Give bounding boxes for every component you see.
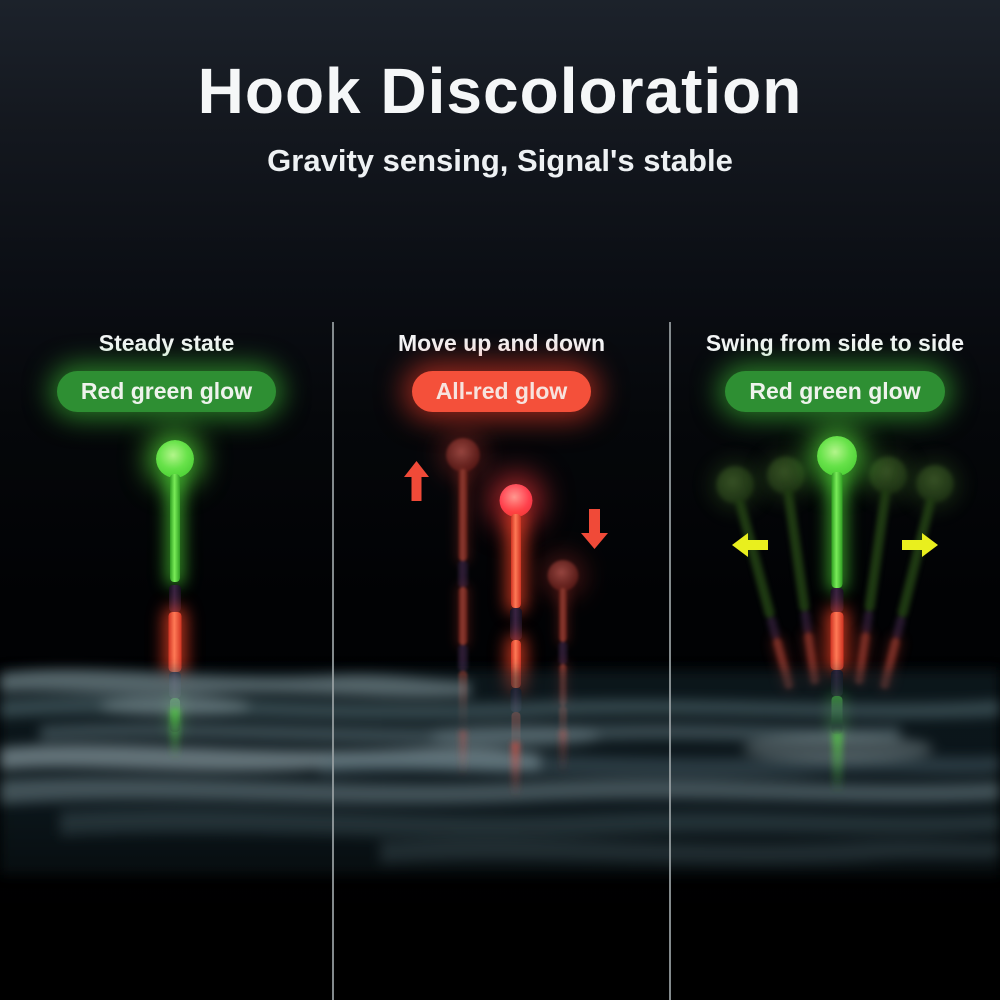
panel-swing-side: Swing from side to side Red green glow (670, 330, 1000, 412)
float-segment (457, 561, 469, 587)
float-ball (156, 440, 194, 478)
panel-label: Steady state (98, 330, 235, 356)
float-ball (547, 560, 579, 591)
float-segment (458, 587, 468, 645)
panel-steady-state: Steady state Red green glow (0, 330, 333, 412)
status-badge: Red green glow (56, 371, 277, 412)
water-waves (0, 669, 1000, 1000)
down-arrow-icon (581, 509, 608, 549)
float-segment (511, 514, 521, 608)
float-segment (168, 612, 182, 672)
float-ball (817, 436, 857, 476)
panel-label: Swing from side to side (705, 330, 965, 356)
float-ball (499, 484, 533, 517)
float-segment (169, 585, 181, 612)
float-segment (830, 612, 844, 670)
panel-divider (332, 322, 334, 1000)
left-arrow-icon (732, 533, 768, 557)
float-segment (457, 645, 469, 671)
panel-move-up-down: Move up and down All-red glow (333, 330, 670, 412)
water-surface (0, 669, 1000, 1000)
status-badge: Red green glow (725, 371, 945, 412)
status-badge: All-red glow (411, 371, 592, 412)
float-segment (830, 588, 844, 612)
float-ball (446, 438, 480, 472)
float-segment (170, 474, 180, 582)
float-segment (831, 472, 843, 588)
page-subtitle: Gravity sensing, Signal's stable (267, 143, 733, 178)
float-segment (782, 489, 811, 612)
panel-divider (669, 322, 671, 1000)
float-segment (511, 640, 521, 688)
page-title: Hook Discoloration (197, 55, 803, 127)
float-segment (510, 608, 522, 640)
float-segment (559, 588, 567, 642)
float-segment (458, 469, 468, 561)
up-arrow-icon (404, 461, 429, 501)
panel-label: Move up and down (398, 330, 605, 356)
float-reflections (170, 708, 843, 798)
float-segment (558, 642, 568, 664)
right-arrow-icon (902, 533, 938, 557)
